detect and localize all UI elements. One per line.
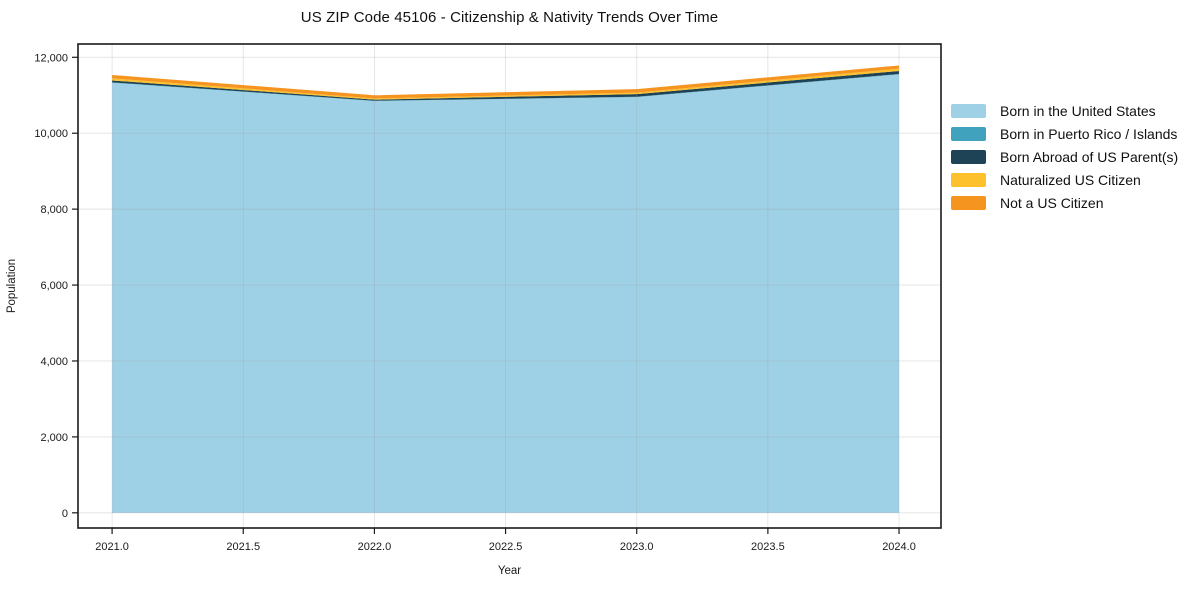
y-tick-label: 12,000 xyxy=(34,52,68,64)
area-series-not-a-us-citizen xyxy=(112,65,900,99)
y-tick-label: 0 xyxy=(62,508,68,520)
x-tick-label: 2022.5 xyxy=(489,541,523,553)
legend-item: Born Abroad of US Parent(s) xyxy=(951,149,1179,165)
y-tick-label: 8,000 xyxy=(40,204,68,216)
x-tick-label: 2022.0 xyxy=(358,541,392,553)
area-series-naturalized-us-citizen xyxy=(112,68,900,100)
legend-item: Born in the United States xyxy=(951,103,1178,119)
legend-item: Not a US Citizen xyxy=(951,195,1178,211)
x-tick-label: 2021.0 xyxy=(95,541,129,553)
legend-item-label: Born in the United States xyxy=(1000,103,1156,119)
plot-border xyxy=(77,43,942,529)
x-tick-label: 2023.0 xyxy=(620,541,654,553)
legend-swatch xyxy=(951,173,986,187)
legend: Born in the United States Born in Puerto … xyxy=(951,103,1179,211)
x-tick-label: 2021.5 xyxy=(226,541,260,553)
legend-swatch xyxy=(951,196,986,210)
legend-item-label: Naturalized US Citizen xyxy=(1000,172,1141,188)
legend-item: Naturalized US Citizen xyxy=(951,172,1178,188)
legend-swatch xyxy=(951,150,986,164)
legend-swatch xyxy=(951,127,986,141)
area-series-born-in-the-united-states xyxy=(112,74,900,513)
chart-title: US ZIP Code 45106 - Citizenship & Nativi… xyxy=(300,9,719,26)
area-series-born-abroad-of-us-parent-s xyxy=(112,70,900,101)
legend-item-label: Born in Puerto Rico / Islands xyxy=(1000,126,1178,142)
y-tick-label: 2,000 xyxy=(40,432,68,444)
legend-item-label: Born Abroad of US Parent(s) xyxy=(1000,149,1179,165)
legend-item: Born in Puerto Rico / Islands xyxy=(951,126,1178,142)
y-tick-label: 6,000 xyxy=(40,280,68,292)
legend-item-label: Not a US Citizen xyxy=(1000,195,1104,211)
x-tick-label: 2023.5 xyxy=(751,541,785,553)
x-axis-label: Year xyxy=(498,565,521,577)
y-tick-label: 10,000 xyxy=(34,128,68,140)
x-tick-label: 2024.0 xyxy=(882,541,916,553)
y-tick-label: 4,000 xyxy=(40,356,68,368)
legend-swatch xyxy=(951,104,986,118)
y-axis-label: Population xyxy=(6,259,18,313)
